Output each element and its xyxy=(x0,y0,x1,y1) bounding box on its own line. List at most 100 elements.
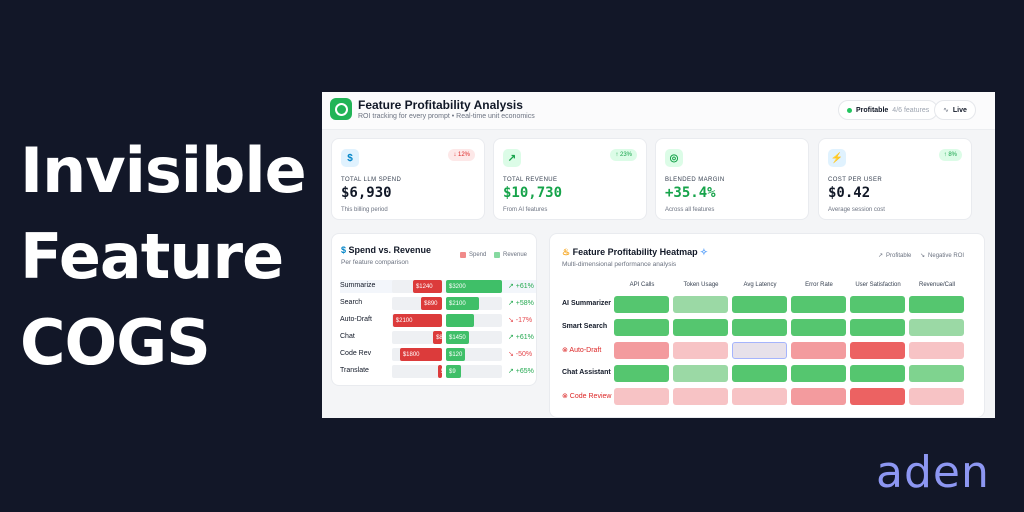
revenue-bar: $1450 xyxy=(446,331,469,344)
kpi-label: TOTAL LLM SPEND xyxy=(341,177,402,183)
lightning-icon: ⚡ xyxy=(828,149,846,167)
heatmap-cell[interactable] xyxy=(732,296,787,313)
heatmap-title: ♨ Feature Profitability Heatmap ✧ xyxy=(562,247,708,258)
kpi-note: From AI features xyxy=(503,207,548,213)
heatmap-cell[interactable] xyxy=(850,388,905,405)
heatmap-cell[interactable] xyxy=(791,342,846,359)
dollar-icon: $ xyxy=(341,245,347,255)
heatmap-cell[interactable] xyxy=(909,319,964,336)
heatmap-cell[interactable] xyxy=(909,388,964,405)
heatmap-title-text: Feature Profitability Heatmap xyxy=(572,247,698,257)
page-subtitle: ROI tracking for every prompt • Real-tim… xyxy=(358,113,535,120)
headline-line-1: Invisible xyxy=(20,134,307,207)
heatmap-cell[interactable] xyxy=(614,319,669,336)
roi-value: ↗ +58% xyxy=(508,300,534,307)
legend-spend-label: Spend xyxy=(469,252,487,258)
revenue-bar xyxy=(446,314,475,327)
kpi-label: TOTAL REVENUE xyxy=(503,177,558,183)
heatmap-cell[interactable] xyxy=(909,365,964,382)
heatmap-cell[interactable] xyxy=(732,319,787,336)
spend-bar: $8 xyxy=(433,331,442,344)
heatmap-row-label: ⊗ Auto-Draft xyxy=(562,347,602,354)
heatmap-cell[interactable] xyxy=(614,296,669,313)
live-button[interactable]: ∿ Live xyxy=(934,100,976,120)
bar-row[interactable]: Summarize $1240 $3200 ↗ +61% xyxy=(340,280,536,293)
bar-row[interactable]: Search $890 $2100 ↗ +58% xyxy=(340,297,536,310)
heatmap-cell[interactable] xyxy=(732,365,787,382)
heatmap-cell[interactable] xyxy=(850,365,905,382)
kpi-card-cost-per-user[interactable]: ⚡ ↑ 8% COST PER USER $0.42 Average sessi… xyxy=(818,138,972,220)
heatmap-cell[interactable] xyxy=(791,296,846,313)
heatmap-column-header: Avg Latency xyxy=(743,282,777,288)
heatmap-cell[interactable] xyxy=(850,342,905,359)
roi-value: ↘ -17% xyxy=(508,317,533,324)
legend-revenue: Revenue xyxy=(494,252,527,258)
kpi-delta: ↑ 8% xyxy=(938,149,962,161)
heatmap-cell[interactable] xyxy=(673,388,728,405)
brand-logo: aden xyxy=(876,447,990,498)
spend-track: $1800 xyxy=(392,348,442,361)
heatmap-column-header: Token Usage xyxy=(683,282,719,288)
kpi-card-spend[interactable]: $ ↓ 12% TOTAL LLM SPEND $6,930 This bill… xyxy=(331,138,485,220)
status-count: 4/6 features xyxy=(892,106,930,114)
heatmap-cell[interactable] xyxy=(791,388,846,405)
roi-value: ↗ +61% xyxy=(508,334,534,341)
trend-up-icon: ↗ xyxy=(503,149,521,167)
heatmap-cell[interactable] xyxy=(732,388,787,405)
bar-row-label: Code Rev xyxy=(340,350,372,357)
heatmap-cell[interactable] xyxy=(673,319,728,336)
heatmap-cell[interactable] xyxy=(732,342,787,359)
kpi-delta: ↓ 12% xyxy=(448,149,475,161)
heatmap-cell[interactable] xyxy=(673,365,728,382)
spend-panel-title: $ Spend vs. Revenue xyxy=(341,245,431,255)
kpi-delta: ↑ 23% xyxy=(610,149,637,161)
kpi-card-revenue[interactable]: ↗ ↑ 23% TOTAL REVENUE $10,730 From AI fe… xyxy=(493,138,647,220)
spend-track: $8 xyxy=(392,331,442,344)
dashboard-header: Feature Profitability Analysis ROI track… xyxy=(322,92,995,130)
heatmap-cell[interactable] xyxy=(614,342,669,359)
bar-row-label: Search xyxy=(340,299,363,306)
bar-row-label: Translate xyxy=(340,367,369,374)
revenue-bar: $120 xyxy=(446,348,465,361)
bar-row[interactable]: Code Rev $1800 $120 ↘ -50% xyxy=(340,348,536,361)
legend-negative-label: Negative ROI xyxy=(928,252,965,259)
kpi-note: This billing period xyxy=(341,207,388,213)
spend-bar: $890 xyxy=(421,297,442,310)
revenue-track: $3200 xyxy=(446,280,502,293)
heatmap-row-label: Chat Assistant xyxy=(562,369,611,376)
bar-row-label: Auto-Draft xyxy=(340,316,372,323)
heatmap-cell[interactable] xyxy=(614,365,669,382)
page-title: Feature Profitability Analysis xyxy=(358,98,523,112)
heatmap-cell[interactable] xyxy=(850,296,905,313)
heatmap-row-label: ⊗ Code Review xyxy=(562,393,612,400)
kpi-label: COST PER USER xyxy=(828,177,883,183)
kpi-value: +35.4% xyxy=(665,185,716,201)
revenue-track: $1450 xyxy=(446,331,502,344)
heatmap-cell[interactable] xyxy=(614,388,669,405)
heatmap-cell[interactable] xyxy=(909,342,964,359)
heatmap-cell[interactable] xyxy=(673,342,728,359)
roi-value: ↘ -50% xyxy=(508,351,533,358)
heatmap-cell[interactable] xyxy=(673,296,728,313)
heatmap-cell[interactable] xyxy=(909,296,964,313)
legend-revenue-label: Revenue xyxy=(503,252,528,258)
heatmap-cell[interactable] xyxy=(850,319,905,336)
spend-bar: $1240 xyxy=(412,280,442,293)
bar-row[interactable]: Auto-Draft $2100 ↘ -17% xyxy=(340,314,536,327)
heatmap-column-header: API Calls xyxy=(629,282,655,288)
spend-track: $2100 xyxy=(392,314,442,327)
spend-track: $1240 xyxy=(392,280,442,293)
sparkle-icon: ✧ xyxy=(700,247,708,257)
heatmap-cell[interactable] xyxy=(791,365,846,382)
spend-panel-subtitle: Per feature comparison xyxy=(341,259,409,266)
status-badge[interactable]: Profitable 4/6 features xyxy=(838,100,939,120)
kpi-card-margin[interactable]: ◎ BLENDED MARGIN +35.4% Across all featu… xyxy=(655,138,809,220)
revenue-bar: $3200 xyxy=(446,280,502,293)
headline-line-3: COGS xyxy=(20,306,211,379)
heatmap-cell[interactable] xyxy=(791,319,846,336)
legend-negative: ↘ Negative ROI xyxy=(920,252,965,260)
status-dot-icon xyxy=(847,107,852,113)
bar-row[interactable]: Translate $ $9 ↗ +65% xyxy=(340,365,536,378)
bar-row[interactable]: Chat $8 $1450 ↗ +61% xyxy=(340,331,536,344)
heatmap-row-label: AI Summarizer xyxy=(562,300,612,307)
